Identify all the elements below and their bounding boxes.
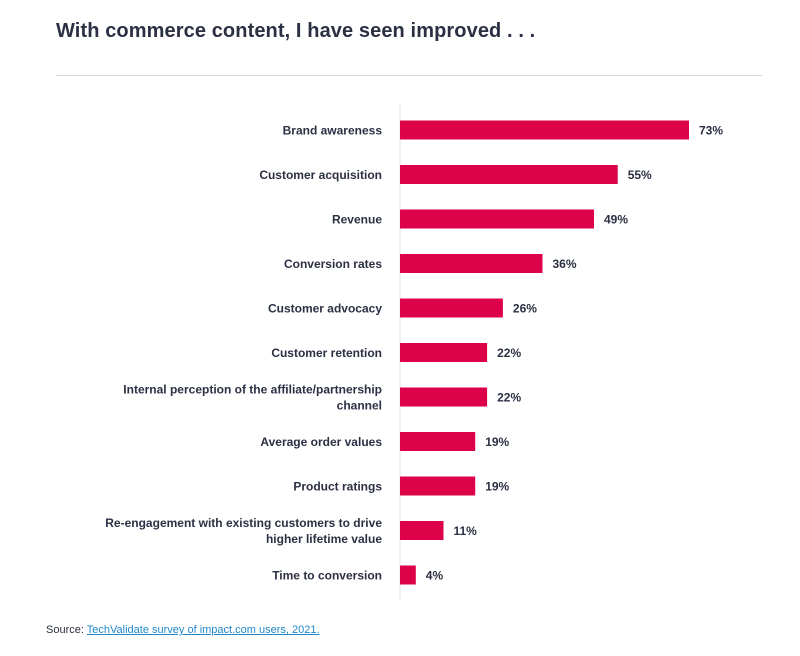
category-label: Revenue	[332, 213, 382, 227]
bar-value-label: 73%	[699, 124, 723, 138]
bar	[400, 120, 689, 140]
bar	[400, 254, 543, 273]
bar-value-label: 19%	[485, 435, 509, 449]
category-label: Internal perception of the affiliate/par…	[123, 383, 382, 397]
category-label: higher lifetime value	[266, 532, 382, 546]
title-divider	[56, 75, 762, 76]
source-prefix: Source:	[46, 624, 87, 636]
bar-value-label: 22%	[497, 346, 521, 360]
bar-value-label: 36%	[553, 257, 577, 271]
bar	[400, 165, 618, 184]
page-title: With commerce content, I have seen impro…	[56, 20, 536, 42]
bar	[400, 387, 488, 407]
bar	[400, 209, 594, 229]
bar-value-label: 22%	[497, 391, 521, 405]
category-label: Customer acquisition	[259, 168, 382, 182]
bar-value-label: 49%	[604, 213, 628, 227]
source-link[interactable]: TechValidate survey of impact.com users,…	[86, 624, 320, 636]
bar	[400, 343, 488, 362]
category-label: Product ratings	[293, 480, 382, 494]
category-label: Conversion rates	[284, 257, 382, 271]
category-label: Customer retention	[271, 346, 382, 360]
category-label: Brand awareness	[283, 124, 383, 138]
category-label: Customer advocacy	[268, 302, 382, 316]
bar-value-label: 4%	[426, 569, 444, 583]
source-footer: Source: TechValidate survey of impact.co…	[46, 624, 320, 636]
category-label: Average order values	[260, 435, 382, 449]
bar-value-label: 26%	[513, 302, 537, 316]
bar-value-label: 19%	[485, 480, 509, 494]
bar	[400, 565, 416, 585]
bar	[400, 521, 444, 540]
category-label: channel	[337, 399, 382, 413]
bar	[400, 298, 503, 318]
bar	[400, 432, 476, 451]
bar-value-label: 55%	[628, 168, 652, 182]
bar	[400, 476, 476, 496]
category-label: Time to conversion	[272, 569, 382, 583]
category-label: Re-engagement with existing customers to…	[105, 516, 382, 530]
bar-value-label: 11%	[454, 524, 478, 538]
